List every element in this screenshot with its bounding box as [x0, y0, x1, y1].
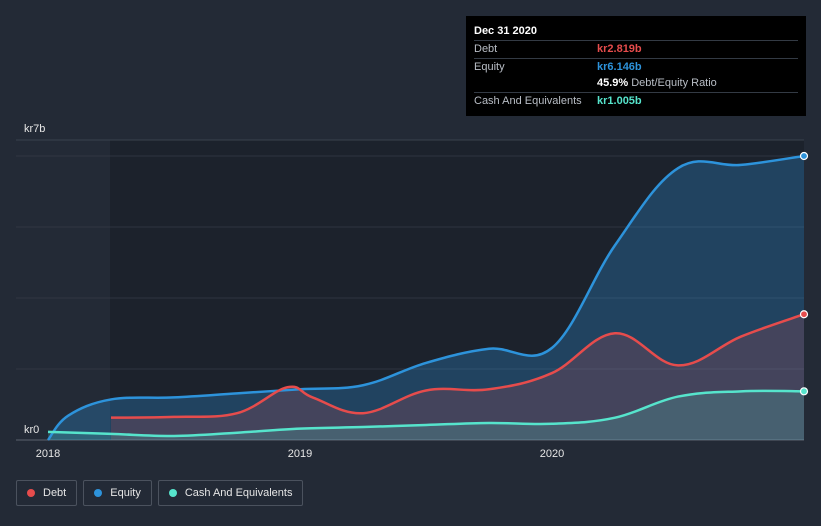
- tooltip-equity-value: kr6.146b: [597, 60, 642, 73]
- debt-line: [110, 313, 805, 419]
- legend-label-cash: Cash And Equivalents: [184, 487, 293, 499]
- legend-item-cash[interactable]: Cash And Equivalents: [157, 480, 304, 506]
- legend: Debt Equity Cash And Equivalents: [16, 480, 304, 506]
- y-tick-label-zero: kr0: [24, 424, 39, 436]
- equity-line: [46, 154, 805, 441]
- equity-dot-icon: [94, 489, 103, 497]
- tooltip-ratio-label: Debt/Equity Ratio: [631, 77, 717, 90]
- tooltip-date: Dec 31 2020: [474, 25, 537, 37]
- cash-line: [47, 389, 805, 438]
- legend-item-equity[interactable]: Equity: [83, 480, 152, 506]
- debt-area: [111, 314, 804, 440]
- tooltip-equity-label: Equity: [474, 60, 505, 73]
- tooltip-debt-label: Debt: [474, 43, 498, 56]
- y-tick-label-max: kr7b: [24, 123, 45, 135]
- x-tick-label: 2018: [36, 448, 60, 460]
- tooltip-debt-value: kr2.819b: [597, 43, 642, 56]
- cash-end-point: [799, 387, 809, 396]
- debt-end-point: [799, 310, 809, 319]
- series-layer: [46, 151, 809, 441]
- debt-dot-icon: [27, 489, 35, 497]
- legend-label-debt: Debt: [43, 487, 67, 499]
- cash-area: [48, 390, 804, 440]
- legend-item-debt[interactable]: Debt: [16, 480, 78, 506]
- legend-label-equity: Equity: [110, 487, 141, 499]
- tooltip: Dec 31 2020 Debt kr2.819b Equity kr6.146…: [466, 16, 806, 116]
- tooltip-cash-label: Cash And Equivalents: [474, 94, 582, 107]
- axis-layer: kr7b kr0 2018 2019 2020: [24, 123, 564, 460]
- tooltip-ratio-value: 45.9%: [597, 77, 629, 90]
- tooltip-cash-value: kr1.005b: [597, 94, 642, 107]
- equity-end-point: [799, 151, 809, 161]
- x-tick-label: 2020: [540, 448, 564, 460]
- x-tick-label: 2019: [288, 448, 312, 460]
- cash-dot-icon: [168, 489, 177, 497]
- equity-area: [48, 156, 804, 440]
